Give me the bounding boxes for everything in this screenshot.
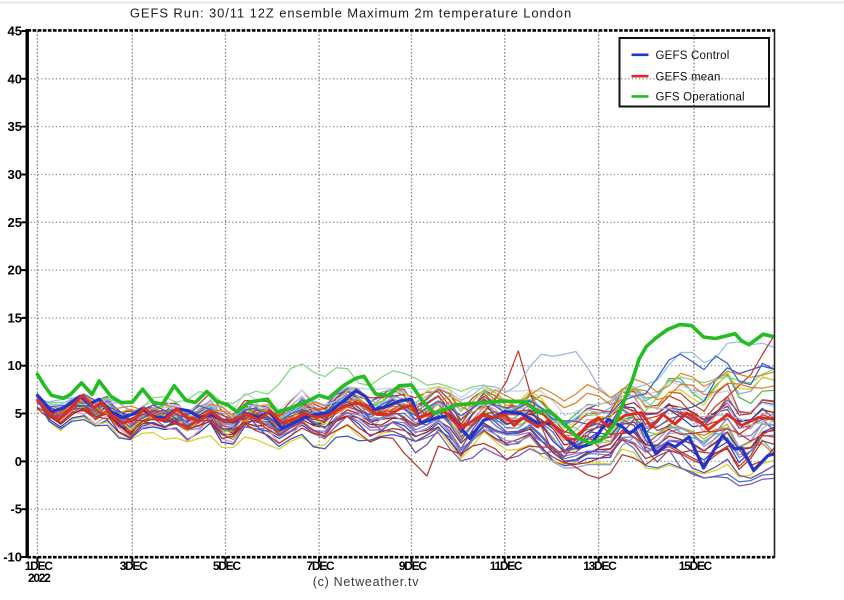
svg-text:GEFS Control: GEFS Control [656,50,730,62]
svg-text:11DEC: 11DEC [490,559,523,573]
svg-text:3DEC: 3DEC [120,559,148,573]
svg-text:30: 30 [8,167,22,182]
svg-text:15DEC: 15DEC [679,559,713,573]
svg-text:1DEC: 1DEC [25,559,53,573]
svg-text:20: 20 [8,263,22,278]
svg-text:GEFS mean: GEFS mean [656,72,721,84]
svg-text:-5: -5 [10,502,22,517]
svg-text:GFS Operational: GFS Operational [656,92,745,104]
svg-text:0: 0 [15,454,22,469]
svg-text:5: 5 [15,406,22,421]
svg-text:(c) Netweather.tv: (c) Netweather.tv [313,575,419,589]
svg-text:40: 40 [8,71,22,86]
svg-text:10: 10 [8,358,22,373]
svg-text:7DEC: 7DEC [306,559,334,573]
svg-text:2022: 2022 [28,571,51,585]
svg-text:25: 25 [8,215,22,230]
svg-text:13DEC: 13DEC [583,559,617,573]
svg-text:9DEC: 9DEC [399,559,427,573]
svg-text:5DEC: 5DEC [213,559,241,573]
svg-text:-10: -10 [3,550,22,565]
svg-text:45: 45 [8,24,22,39]
svg-text:35: 35 [8,119,22,134]
svg-text:15: 15 [8,310,22,325]
svg-text:GEFS Run: 30/11 12Z ensemble M: GEFS Run: 30/11 12Z ensemble Maximum 2m … [130,6,572,21]
